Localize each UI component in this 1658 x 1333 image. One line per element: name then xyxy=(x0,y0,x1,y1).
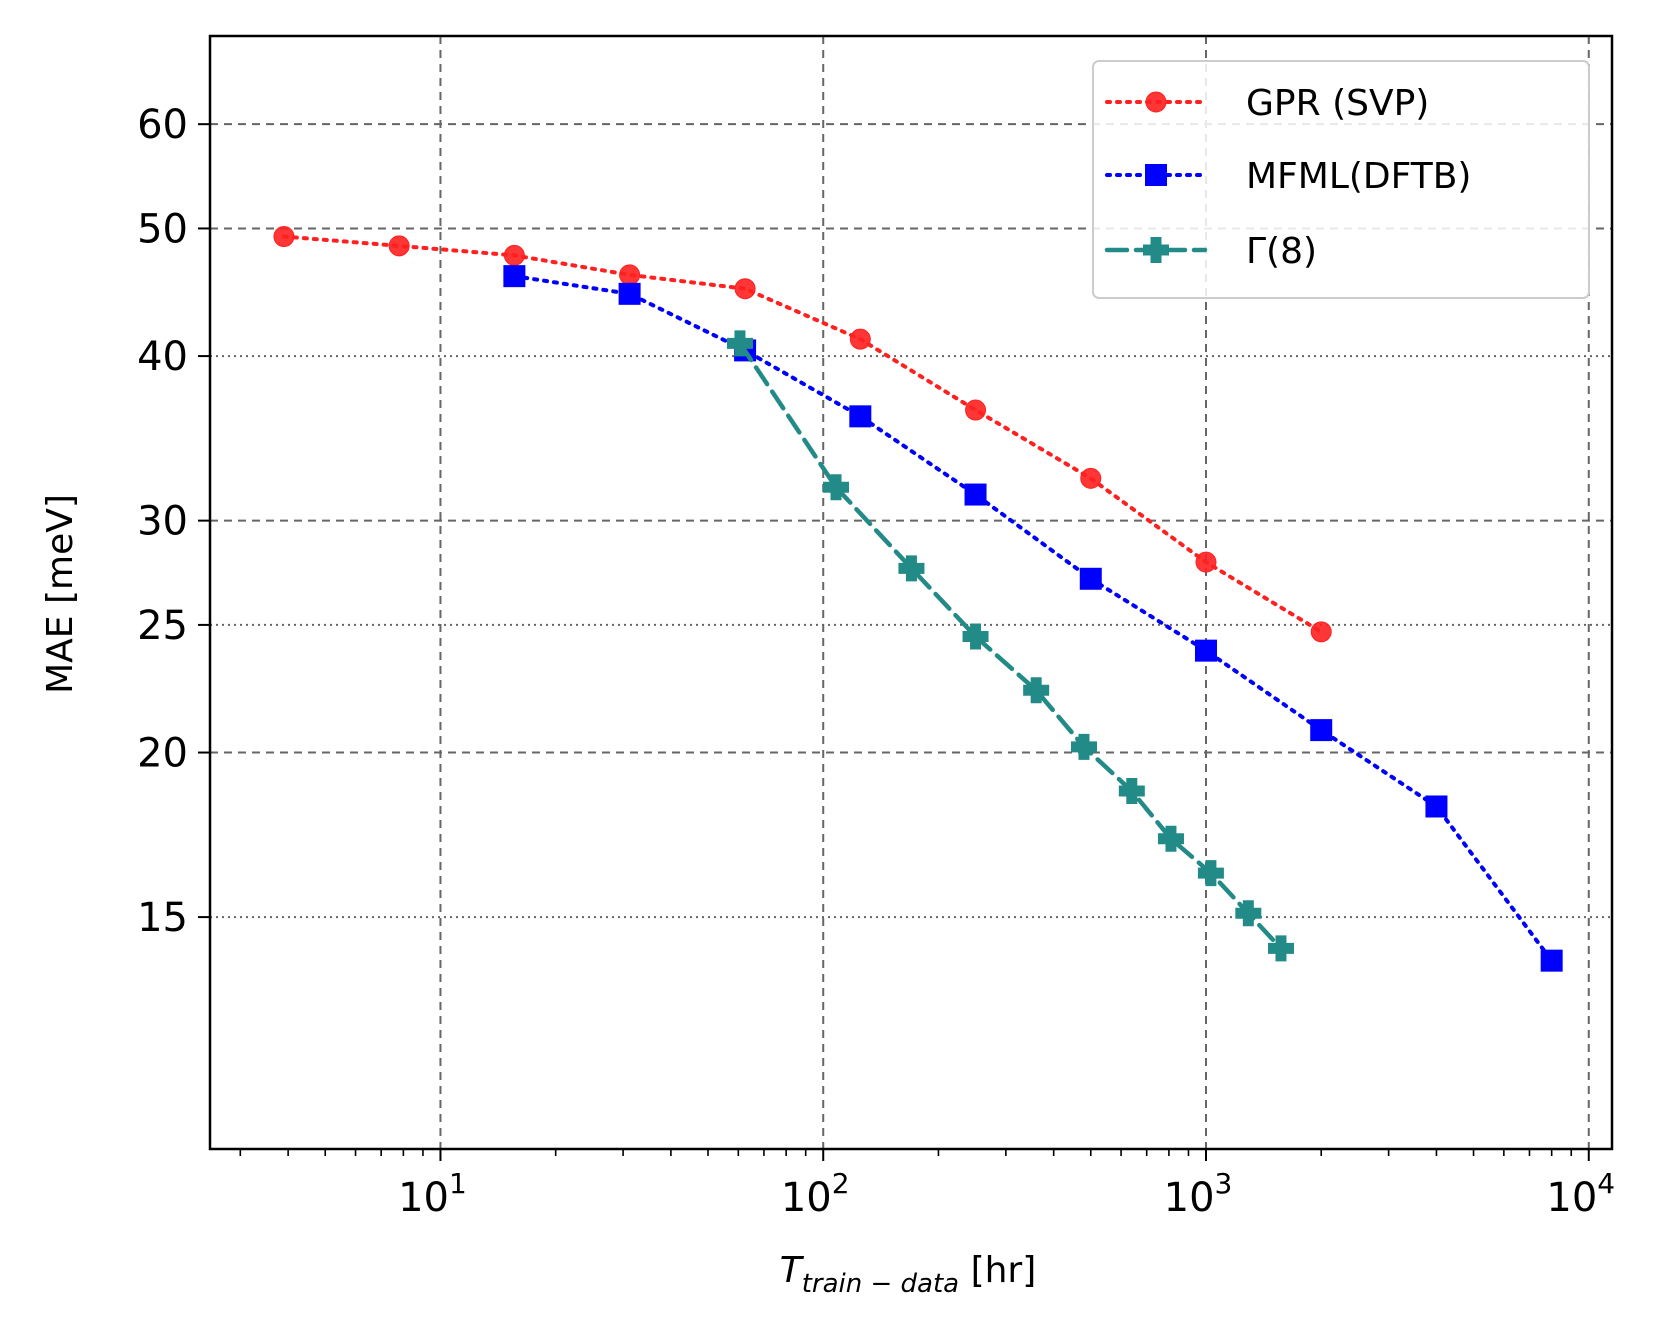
data-point xyxy=(1310,719,1333,742)
x-tick-label: 103 xyxy=(1164,1167,1233,1221)
data-point xyxy=(823,474,850,501)
legend-label: GPR (SVP) xyxy=(1246,83,1429,124)
legend-marker xyxy=(1143,237,1169,263)
data-point xyxy=(1425,795,1448,818)
x-axis-label-unit: [hr] xyxy=(959,1250,1036,1291)
y-tick-label: 40 xyxy=(137,334,188,380)
x-axis-label: Ttrain − data [hr] xyxy=(780,1250,1037,1299)
x-tick-label: 101 xyxy=(398,1167,467,1221)
x-axis-label-subscript: train − data xyxy=(802,1269,959,1299)
y-tick-label: 60 xyxy=(137,102,188,148)
data-point xyxy=(1023,677,1050,704)
data-point xyxy=(898,555,925,582)
data-point xyxy=(619,264,641,286)
data-point xyxy=(618,282,641,305)
data-point xyxy=(1079,567,1102,590)
data-point xyxy=(964,483,987,506)
data-point xyxy=(1118,777,1145,804)
data-point xyxy=(726,330,753,357)
legend-marker xyxy=(1145,164,1167,186)
data-point xyxy=(849,405,872,428)
data-point xyxy=(1194,639,1217,662)
data-point xyxy=(1195,551,1217,573)
series-line xyxy=(281,234,1324,634)
legend-label: MFML(DFTB) xyxy=(1246,156,1471,197)
data-point xyxy=(1070,733,1097,760)
data-point xyxy=(734,278,756,300)
series-1 xyxy=(273,226,1332,643)
data-point xyxy=(388,235,410,257)
data-point xyxy=(1235,900,1262,927)
y-tick-label: 20 xyxy=(137,731,188,777)
plot-frame xyxy=(208,34,1614,1151)
legend-marker xyxy=(1145,91,1167,113)
x-axis-label-base: T xyxy=(780,1250,805,1291)
data-point xyxy=(962,623,989,650)
y-tick-label: 15 xyxy=(137,895,188,941)
data-point xyxy=(1080,467,1102,489)
data-point xyxy=(273,226,295,248)
y-tick-label: 30 xyxy=(137,499,188,545)
x-tick-label: 102 xyxy=(781,1167,850,1221)
data-point xyxy=(1267,935,1294,962)
y-tick-label: 25 xyxy=(137,603,188,649)
series-line xyxy=(512,274,1554,963)
data-point xyxy=(503,265,526,288)
data-point xyxy=(503,244,525,266)
series-layer xyxy=(273,226,1563,972)
data-point xyxy=(1540,949,1563,972)
tick-layer: 101 102 103 104 60 50 40 30 25 20 15 xyxy=(137,102,1615,1221)
legend-label: Γ(8) xyxy=(1246,231,1317,272)
legend-entries: GPR (SVP) MFML(DFTB) Γ(8) xyxy=(1104,83,1471,272)
data-point xyxy=(1197,860,1224,887)
data-point xyxy=(965,399,987,421)
y-axis-label: MAE [meV] xyxy=(40,494,81,694)
series-3 xyxy=(726,330,1294,962)
x-tick-label: 104 xyxy=(1546,1167,1615,1221)
legend: GPR (SVP) MFML(DFTB) Γ(8) xyxy=(1092,60,1590,299)
legend-box xyxy=(1092,60,1590,299)
data-point xyxy=(1310,621,1332,643)
series-2 xyxy=(503,265,1563,972)
data-point xyxy=(1157,825,1184,852)
data-point xyxy=(849,328,871,350)
y-tick-label: 50 xyxy=(137,206,188,252)
